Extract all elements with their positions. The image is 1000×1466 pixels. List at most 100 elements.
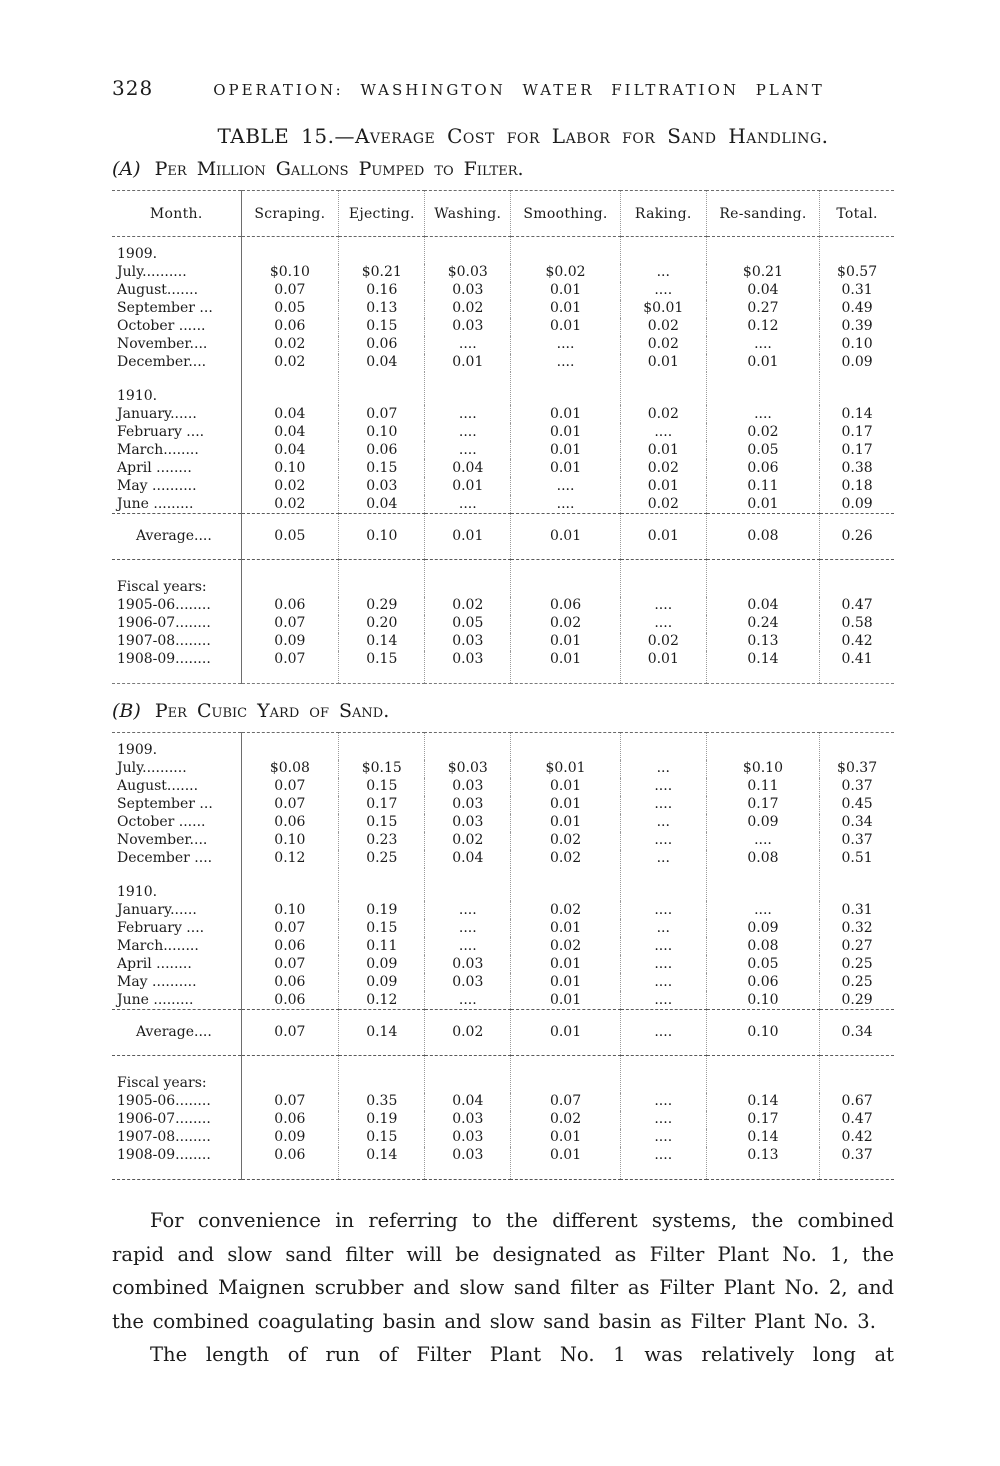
cell-value: 0.01 — [510, 299, 621, 318]
cell-value: 0.01 — [424, 477, 511, 495]
cell-value: 0.01 — [619, 353, 707, 372]
cell-value: 0.01 — [619, 650, 707, 684]
row-label: February .... — [117, 423, 205, 440]
cell-value: 0.03 — [424, 650, 511, 684]
row-label: Fiscal years: — [117, 579, 207, 595]
table-row: October ...... 0.06 0.15 0.03 0.01... 0.09 0.3… — [112, 813, 894, 832]
cell-value: 0.07 — [240, 955, 339, 973]
cell-value — [510, 371, 621, 405]
cell-value: 0.37 — [819, 777, 894, 796]
group-heading-row: 1909. — [112, 732, 894, 760]
cell-value: 0.34 — [819, 813, 894, 832]
cell-value: .... — [424, 937, 511, 955]
cell-value — [424, 732, 511, 760]
cell-value: 0.02 — [424, 1009, 511, 1056]
cell-value — [619, 236, 707, 264]
row-label: 1909. — [117, 742, 158, 758]
table-row: October ...... 0.06 0.15 0.03 0.01 0.02 0.12 0.… — [112, 317, 894, 336]
row-label: 1906-07........ — [117, 615, 211, 631]
cell-value: 0.05 — [240, 513, 339, 560]
cell-value: $0.03 — [424, 263, 511, 282]
column-header: Ejecting. — [338, 190, 425, 237]
cell-value: 0.14 — [338, 1009, 425, 1056]
cell-value: .... — [424, 405, 511, 423]
cell-value: 0.01 — [619, 441, 707, 459]
cell-value: 0.02 — [510, 831, 621, 850]
cell-value: .... — [424, 901, 511, 919]
cell-value — [705, 236, 820, 264]
cell-value: 0.07 — [240, 614, 339, 633]
cell-value: 0.06 — [240, 991, 339, 1010]
cell-value: .... — [424, 441, 511, 459]
cell-value — [338, 732, 425, 760]
paragraph-length-of-run: The length of run of Filter Plant No. 1 … — [150, 1343, 894, 1366]
cell-value: 0.05 — [705, 955, 820, 973]
row-label: 1908-09........ — [117, 651, 211, 667]
cell-value: .... — [705, 901, 820, 919]
cell-value: 0.01 — [510, 777, 621, 796]
section-a-heading: (A) Per Million Gallons Pumped to Filter… — [112, 158, 894, 180]
cell-value — [338, 371, 425, 405]
cell-value: 0.01 — [510, 795, 621, 814]
cell-value: $0.21 — [705, 263, 820, 282]
cell-value — [240, 236, 339, 264]
cell-value: 0.58 — [819, 614, 894, 633]
cell-value: 0.41 — [819, 650, 894, 684]
cell-value: 0.01 — [424, 353, 511, 372]
cell-value: 0.29 — [338, 596, 425, 615]
table-row: June ......... 0.02 0.04........ 0.02 0.01 0.… — [112, 495, 894, 514]
cell-value: 0.23 — [338, 831, 425, 850]
cell-value: 0.02 — [510, 1110, 621, 1129]
running-title: OPERATION: WASHINGTON WATER FILTRATION P… — [213, 81, 825, 99]
cell-value: 0.03 — [424, 281, 511, 300]
cell-value: 0.38 — [819, 459, 894, 477]
cell-value: 0.01 — [510, 632, 621, 651]
cell-value: 0.05 — [705, 441, 820, 459]
row-label: December .... — [117, 850, 213, 866]
row-label: 1909. — [117, 246, 158, 262]
column-header: Raking. — [619, 190, 707, 237]
cell-value: 0.25 — [338, 849, 425, 868]
cell-value: $0.01 — [510, 759, 621, 778]
cell-value: 0.12 — [240, 849, 339, 868]
cell-value: 0.04 — [338, 495, 425, 514]
row-label: 1906-07........ — [117, 1111, 211, 1127]
column-header: Month. — [112, 190, 242, 237]
cell-value: .... — [705, 405, 820, 423]
group-heading-row: Fiscal years: — [112, 1055, 894, 1093]
row-label: August....... — [117, 282, 199, 298]
cell-value: .... — [619, 831, 707, 850]
cell-value: 0.10 — [240, 831, 339, 850]
cell-value: 0.45 — [819, 795, 894, 814]
cell-value: 0.09 — [819, 495, 894, 514]
cell-value: .... — [510, 495, 621, 514]
cell-value — [705, 371, 820, 405]
cell-value: 0.03 — [424, 317, 511, 336]
cell-value: 0.01 — [510, 650, 621, 684]
cell-value — [338, 236, 425, 264]
page-number: 328 — [112, 76, 154, 100]
table-row: September ... 0.07 0.17 0.03 0.01.... 0.17 0.4… — [112, 795, 894, 814]
row-label: June ......... — [117, 991, 194, 1008]
row-label: Average.... — [112, 513, 242, 560]
cell-value — [819, 371, 894, 405]
cell-value: 0.09 — [705, 919, 820, 937]
table-row: November.... 0.02 0.06........ 0.02.... 0.10 — [112, 335, 894, 354]
table-row: August....... 0.07 0.16 0.03 0.01.... 0.04 0.3… — [112, 281, 894, 300]
row-label: November.... — [117, 832, 208, 848]
cell-value — [240, 732, 339, 760]
table-row: 1905-06........ 0.06 0.29 0.02 0.06.... 0.04 0… — [112, 596, 894, 615]
cell-value: 0.42 — [819, 632, 894, 651]
cell-value: $0.57 — [819, 263, 894, 282]
cell-value: 0.15 — [338, 317, 425, 336]
section-b-heading: (B) Per Cubic Yard of Sand. — [112, 700, 894, 722]
cell-value — [424, 559, 511, 597]
cell-value: .... — [510, 477, 621, 495]
cell-value: 0.02 — [619, 495, 707, 514]
cell-value: 0.03 — [338, 477, 425, 495]
cell-value: 0.17 — [819, 441, 894, 459]
table-row: 1905-06........ 0.07 0.35 0.04 0.07.... 0.14 0… — [112, 1092, 894, 1111]
cell-value: 0.14 — [338, 632, 425, 651]
group-heading-row: 1910. — [112, 371, 894, 405]
cell-value: $0.03 — [424, 759, 511, 778]
